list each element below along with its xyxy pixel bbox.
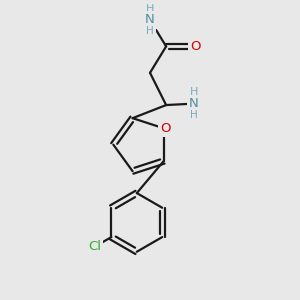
- Text: H: H: [190, 87, 198, 98]
- Text: O: O: [190, 40, 201, 53]
- Text: Cl: Cl: [88, 240, 101, 253]
- Text: O: O: [160, 122, 170, 135]
- Text: N: N: [145, 14, 155, 26]
- Text: N: N: [189, 97, 199, 110]
- Text: H: H: [190, 110, 198, 120]
- Text: H: H: [146, 26, 154, 36]
- Text: H: H: [146, 4, 154, 14]
